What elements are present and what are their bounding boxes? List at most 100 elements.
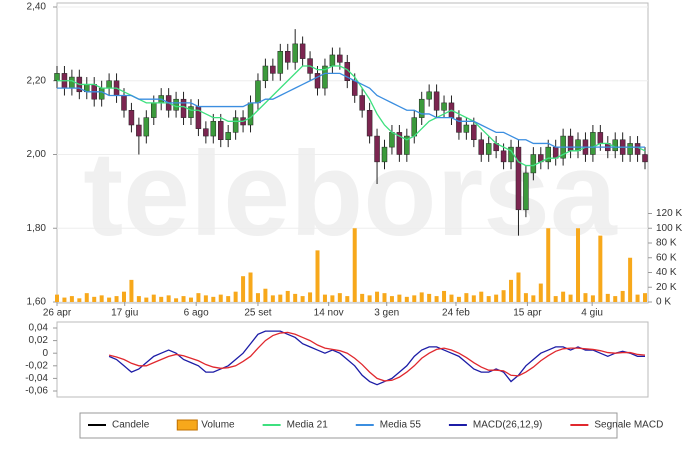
volume-bar xyxy=(516,272,521,302)
volume-bar xyxy=(352,228,357,302)
candle-body xyxy=(404,135,410,155)
volume-bar xyxy=(174,298,179,302)
legend-swatch xyxy=(176,419,198,431)
candle-body xyxy=(351,80,358,96)
volume-bar xyxy=(181,296,186,302)
volume-bar xyxy=(404,296,409,302)
volume-bar xyxy=(55,294,59,302)
volume-bar xyxy=(442,290,447,302)
candle-body xyxy=(374,135,380,163)
candle-body xyxy=(567,135,574,152)
volume-bar xyxy=(620,290,625,302)
macd-panel xyxy=(56,321,649,398)
candle-body xyxy=(396,132,403,155)
legend-label: MACD(26,12,9) xyxy=(473,420,542,431)
line-series xyxy=(108,331,646,382)
candle-body xyxy=(188,106,194,118)
volume-bar xyxy=(62,297,67,302)
volume-bar xyxy=(538,283,543,302)
volume-bar xyxy=(315,250,320,302)
volume-bar xyxy=(77,298,82,302)
volume-bar xyxy=(188,297,193,302)
y-tick-label: -0,02 xyxy=(25,360,48,371)
volume-bar xyxy=(419,292,424,302)
volume-bar xyxy=(397,294,402,302)
x-tick-label: 3 gen xyxy=(374,308,399,319)
volume-bar xyxy=(136,296,141,302)
volume-bar xyxy=(479,291,484,302)
volume-bar xyxy=(300,296,305,302)
volume-bar xyxy=(166,295,171,302)
volume-bar xyxy=(263,288,268,302)
candle-body xyxy=(545,146,551,163)
y2-tick-label: 120 K xyxy=(656,208,682,219)
y-tick-label: -0,04 xyxy=(25,373,48,384)
candle-body xyxy=(515,146,522,211)
y2-tick-label: 0 K xyxy=(656,297,671,308)
legend xyxy=(79,412,618,439)
watermark: teleborsa xyxy=(83,127,618,261)
candle-body xyxy=(151,102,157,118)
volume-bar xyxy=(92,296,97,302)
volume-bar xyxy=(576,228,581,302)
candle-body xyxy=(337,54,343,63)
volume-bar xyxy=(107,297,112,302)
volume-bar xyxy=(345,296,350,302)
y-tick-label: -0,06 xyxy=(25,386,48,397)
candle-body xyxy=(277,51,284,74)
x-tick-label: 17 giu xyxy=(111,308,138,319)
volume-bar xyxy=(546,228,551,302)
volume-bar xyxy=(196,293,201,302)
volume-bar xyxy=(330,295,335,302)
candle-body xyxy=(381,146,388,163)
candle-body xyxy=(232,117,239,133)
volume-bar xyxy=(553,296,558,302)
legend-label: Volume xyxy=(201,420,235,431)
candle-body xyxy=(389,132,395,148)
volume-bar xyxy=(382,293,387,302)
volume-bar xyxy=(151,294,156,302)
volume-bar xyxy=(501,290,506,302)
volume-bar xyxy=(412,295,417,302)
candle-body xyxy=(98,87,105,100)
volume-bar xyxy=(278,294,283,302)
volume-bar xyxy=(255,293,260,302)
candle-body xyxy=(612,139,618,152)
candle-body xyxy=(322,65,328,89)
x-tick-label: 15 apr xyxy=(513,308,542,319)
candle-body xyxy=(180,98,187,118)
volume-bar xyxy=(226,296,231,302)
candle-body xyxy=(284,51,291,63)
volume-bar xyxy=(375,291,380,302)
volume-bar xyxy=(69,296,74,302)
line-series xyxy=(57,65,646,167)
y-tick-label: 2,00 xyxy=(27,149,47,160)
candle-body xyxy=(359,95,365,111)
volume-bar xyxy=(494,294,499,302)
candle-body xyxy=(485,143,492,155)
volume-bar xyxy=(434,296,439,302)
candle-body xyxy=(634,143,641,155)
candle-body xyxy=(471,124,477,140)
volume-bar xyxy=(523,293,528,302)
volume-bar xyxy=(590,295,595,302)
candle-body xyxy=(456,117,462,133)
candle-body xyxy=(106,80,112,89)
y2-tick-label: 100 K xyxy=(656,223,682,234)
candle-body xyxy=(54,73,60,81)
x-tick-label: 24 feb xyxy=(442,308,470,319)
volume-bar xyxy=(635,294,640,302)
x-tick-label: 6 ago xyxy=(184,308,209,319)
candle-body xyxy=(255,80,261,104)
legend-label: Media 55 xyxy=(380,420,422,431)
candle-body xyxy=(143,117,150,137)
y-tick-label: 0,04 xyxy=(29,323,49,334)
candle-body xyxy=(500,150,507,163)
y-tick-label: 2,20 xyxy=(27,75,47,86)
volume-bar xyxy=(471,295,476,302)
volume-bar xyxy=(308,292,313,302)
volume-bar xyxy=(285,290,290,302)
volume-bar xyxy=(360,293,365,302)
candle-body xyxy=(426,91,432,100)
